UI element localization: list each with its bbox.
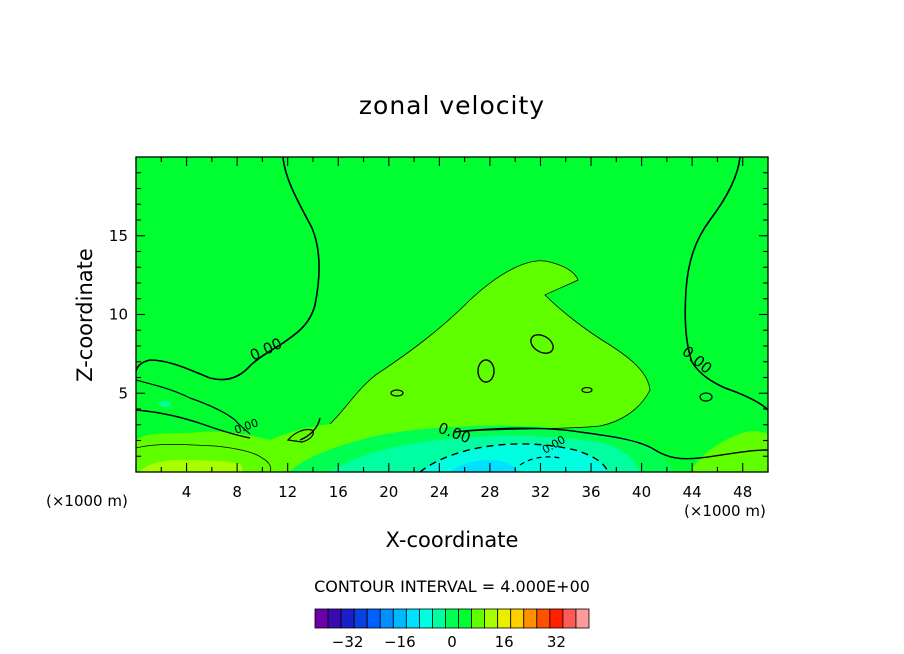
contour-island-4 bbox=[581, 386, 593, 394]
colorbar-tick-label: −32 bbox=[332, 633, 364, 651]
y-tick-label: 15 bbox=[109, 227, 128, 245]
contour-interval-label: CONTOUR INTERVAL = 4.000E+00 bbox=[314, 577, 590, 596]
colorbar-swatch bbox=[536, 608, 551, 629]
contour-island-5 bbox=[699, 392, 713, 402]
negative-region-12-16 bbox=[450, 460, 518, 472]
y-axis: 5 10 15 bbox=[109, 172, 768, 457]
colorbar-swatch bbox=[432, 608, 446, 629]
contour-central-thin bbox=[329, 260, 651, 433]
x-unit-right: (×1000 m) bbox=[684, 502, 766, 520]
contour-left-lowest bbox=[136, 443, 272, 472]
x-tick-label: 44 bbox=[683, 483, 702, 501]
zero-contour-right bbox=[684, 157, 768, 411]
zero-contour-left bbox=[136, 157, 320, 381]
colorbar-swatch bbox=[418, 608, 433, 629]
x-axis: 4 8 12 16 20 24 28 32 36 40 44 48 bbox=[135, 157, 769, 501]
colorbar-swatch bbox=[405, 608, 420, 629]
contour-lower-left bbox=[136, 379, 251, 435]
colorbar-swatch bbox=[340, 608, 355, 629]
colorbar-swatch bbox=[523, 608, 538, 629]
colorbar-tick-label: 16 bbox=[495, 633, 514, 651]
positive-region-right bbox=[690, 431, 768, 472]
colorbar-tick-label: 0 bbox=[447, 633, 457, 651]
contour-island-3 bbox=[390, 389, 404, 397]
colorbar-swatch bbox=[484, 608, 499, 629]
x-tick-label: 24 bbox=[430, 483, 449, 501]
colorbar-swatch bbox=[445, 608, 459, 629]
colorbar-swatch bbox=[575, 608, 590, 629]
x-tick-label: 48 bbox=[733, 483, 752, 501]
x-tick-label: 12 bbox=[278, 483, 297, 501]
chart-title: zonal velocity bbox=[359, 91, 545, 120]
colorbar-swatch bbox=[497, 608, 512, 629]
contour-island-1 bbox=[477, 359, 495, 383]
colorbar-swatch bbox=[327, 608, 342, 629]
colorbar-swatch bbox=[471, 608, 486, 629]
contour-lines bbox=[136, 157, 768, 472]
colorbar-swatch bbox=[366, 608, 381, 629]
colorbar-tick-label: −16 bbox=[384, 633, 416, 651]
colorbar bbox=[314, 608, 590, 629]
x-tick-label: 28 bbox=[480, 483, 499, 501]
colorbar-swatch bbox=[353, 608, 368, 629]
x-tick-label: 40 bbox=[632, 483, 651, 501]
contour-dashed bbox=[419, 443, 609, 472]
colorbar-swatch bbox=[549, 608, 564, 629]
colorbar-ticks: −32 −16 0 16 32 bbox=[332, 633, 566, 651]
colorbar-swatch bbox=[314, 608, 329, 629]
colorbar-tick-label: 32 bbox=[547, 633, 566, 651]
y-axis-title: Z-coordinate bbox=[73, 248, 97, 382]
colorbar-swatch bbox=[562, 608, 577, 629]
colorbar-swatch bbox=[458, 608, 472, 629]
positive-region-central bbox=[136, 260, 650, 472]
positive-region-left-strong bbox=[140, 460, 243, 472]
colorbar-swatch bbox=[379, 608, 394, 629]
x-tick-label: 16 bbox=[329, 483, 348, 501]
y-tick-label: 5 bbox=[118, 384, 128, 402]
colorbar-swatch bbox=[392, 608, 407, 629]
x-axis-title: X-coordinate bbox=[386, 528, 519, 552]
contour-dashed-inner bbox=[519, 456, 561, 466]
contour-island-2 bbox=[530, 334, 554, 354]
y-tick-label: 10 bbox=[109, 306, 128, 324]
x-tick-label: 20 bbox=[379, 483, 398, 501]
contour-squiggle bbox=[286, 428, 314, 443]
plot-area: 0.00 0.00 0.00 0.00 0.00 bbox=[136, 157, 768, 472]
x-tick-label: 36 bbox=[581, 483, 600, 501]
negative-blob-left bbox=[159, 401, 171, 407]
x-tick-label: 4 bbox=[182, 483, 192, 501]
colorbar-swatch bbox=[510, 608, 525, 629]
x-unit-left: (×1000 m) bbox=[46, 492, 128, 510]
x-tick-label: 32 bbox=[531, 483, 550, 501]
x-tick-label: 8 bbox=[232, 483, 242, 501]
